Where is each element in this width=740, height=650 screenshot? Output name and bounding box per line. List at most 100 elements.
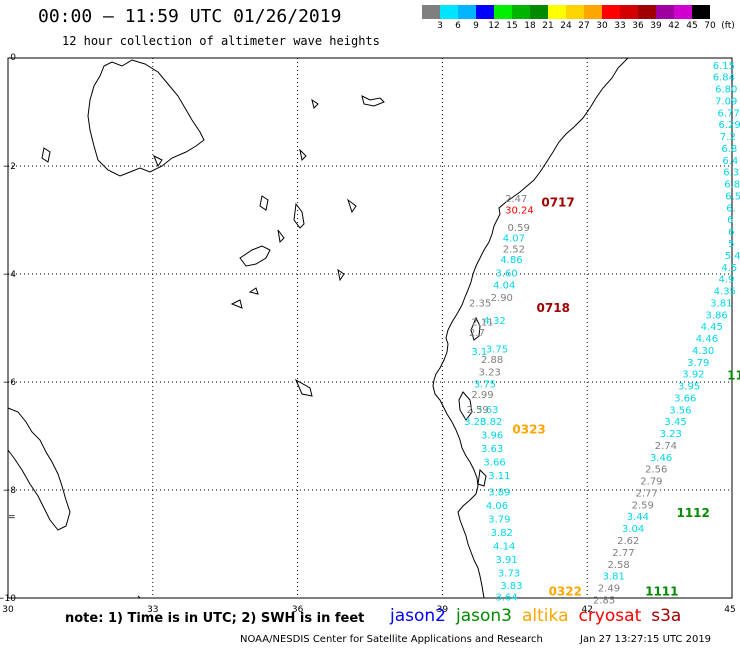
wave-height-value: 3.75 [474,379,496,390]
legend-label: 12 [488,21,500,31]
small-lake-6 [41,147,51,163]
small-lake-7 [153,154,163,168]
legend-label: 3 [437,21,443,31]
wave-height-value: 5 [728,239,734,250]
wave-height-value: 3.83 [500,581,522,592]
wave-height-value: 2.79 [640,477,662,488]
track-pass-label: 0717 [541,196,574,210]
satellite-name-altika: altika [522,606,569,626]
wave-height-value: 2.52 [503,244,525,255]
wave-height-value: 3.1 [471,347,487,358]
wave-height-value: 4.5 [721,263,737,274]
legend-swatch [656,5,674,19]
lake-victoria [87,59,205,177]
track-pass-label: 11 [727,368,740,382]
legend-label: 27 [578,21,590,31]
legend-label: 18 [524,21,536,31]
wave-height-value: 3.89 [488,487,510,498]
legend-swatch [584,5,602,19]
wave-height-value: 6.4 [722,156,738,167]
lake-tanganyika [7,407,71,531]
wave-height-value: 4.32 [483,316,505,327]
track-pass-label: 1111 [645,584,678,598]
wave-height-value: 4.04 [493,281,515,292]
legend-label: 39 [650,21,662,31]
wave-height-value: 4.46 [696,334,718,345]
track-pass-label: 1112 [676,506,709,520]
wave-height-value: 2.77 [635,488,657,499]
wave-height-value: 2.58 [607,560,629,571]
legend-label: 70 [704,21,716,31]
footer-note: note: 1) Time is in UTC; 2) SWH is in fe… [65,611,365,626]
satellite-name-jason2: jason2 [390,606,446,626]
track-pass-label: 0718 [537,301,570,315]
wave-height-value: 3.28 [464,417,486,428]
wave-height-value: 3.82 [480,417,502,428]
wave-height-value: 7.2 [720,132,736,143]
lake-malawi [137,595,141,599]
wave-height-value: 4.86 [500,255,522,266]
legend-unit: (ft) [721,21,735,31]
wave-height-value: 6.84 [713,73,735,84]
wave-height-value: 6 [728,227,734,238]
legend-label: 24 [560,21,572,31]
wave-height-value: 4.9 [718,275,734,286]
legend-label: 33 [614,21,626,31]
legend-swatch [530,5,548,19]
wave-height-value: 3.92 [682,370,704,381]
wave-height-value: 5.4 [725,251,740,262]
wave-height-value: 2.88 [481,355,503,366]
wave-height-value: 2.74 [655,441,677,452]
track-pass-label: 0323 [512,422,545,436]
wave-height-value: 3.73 [498,568,520,579]
wave-height-value: 3.64 [495,593,517,604]
track-pass-label: 0322 [549,584,582,598]
wave-height-value: 3.56 [669,405,691,416]
wave-height-value: 7.09 [715,96,737,107]
graticule [8,58,732,598]
legend-swatch [566,5,584,19]
small-lake-8 [311,98,319,109]
wave-height-value: 2.90 [491,293,513,304]
wave-height-value: 3.79 [488,514,510,525]
wave-height-value: 6.29 [718,120,740,131]
small-lake-9 [299,148,307,162]
wave-height-value: 2.59 [632,500,654,511]
wave-height-value: 3.79 [687,358,709,369]
lake-manyara [293,202,305,229]
x-tick-label: 36 [292,605,304,615]
wave-height-value: 3.66 [483,458,505,469]
wave-height-value: 6.3 [723,168,739,179]
wave-height-value: 3.23 [660,429,682,440]
wave-height-value: 3.60 [495,269,517,280]
small-lake-2 [230,299,243,309]
wave-height-value: 3.86 [705,310,727,321]
legend-swatch [422,5,440,19]
legend-label: 36 [632,21,644,31]
wave-height-value: 3.45 [664,417,686,428]
y-tick-label: 0 [10,53,16,63]
small-lake-10 [337,268,345,282]
wave-height-value: 3.75 [486,344,508,355]
small-lake-1 [248,287,259,295]
lake-rukwa [294,378,313,397]
wave-height-value: 2.7 [469,328,485,339]
satellite-legend: jason2 jason3 altika cryosat s3a [390,606,691,626]
wave-height-value: 4.45 [701,322,723,333]
wave-height-value: 6.5 [725,191,740,202]
y-tick-label: −2 [3,162,16,172]
wave-height-value: 3.81 [603,572,625,583]
wave-height-value: 6.15 [713,61,735,72]
wave-height-value: 2.59 [467,405,489,416]
legend-swatch [494,5,512,19]
wave-height-value: 4.30 [692,346,714,357]
y-tick-label: −10 [0,594,16,604]
wave-height-value: 2.77 [612,548,634,559]
wave-height-value: 3.23 [479,368,501,379]
small-lake-3 [277,229,285,244]
y-tick-label: −4 [3,270,17,280]
wave-height-value: 6. [726,203,736,214]
wave-height-value: 3.91 [495,555,517,566]
wave-height-value: 4.35 [714,287,736,298]
